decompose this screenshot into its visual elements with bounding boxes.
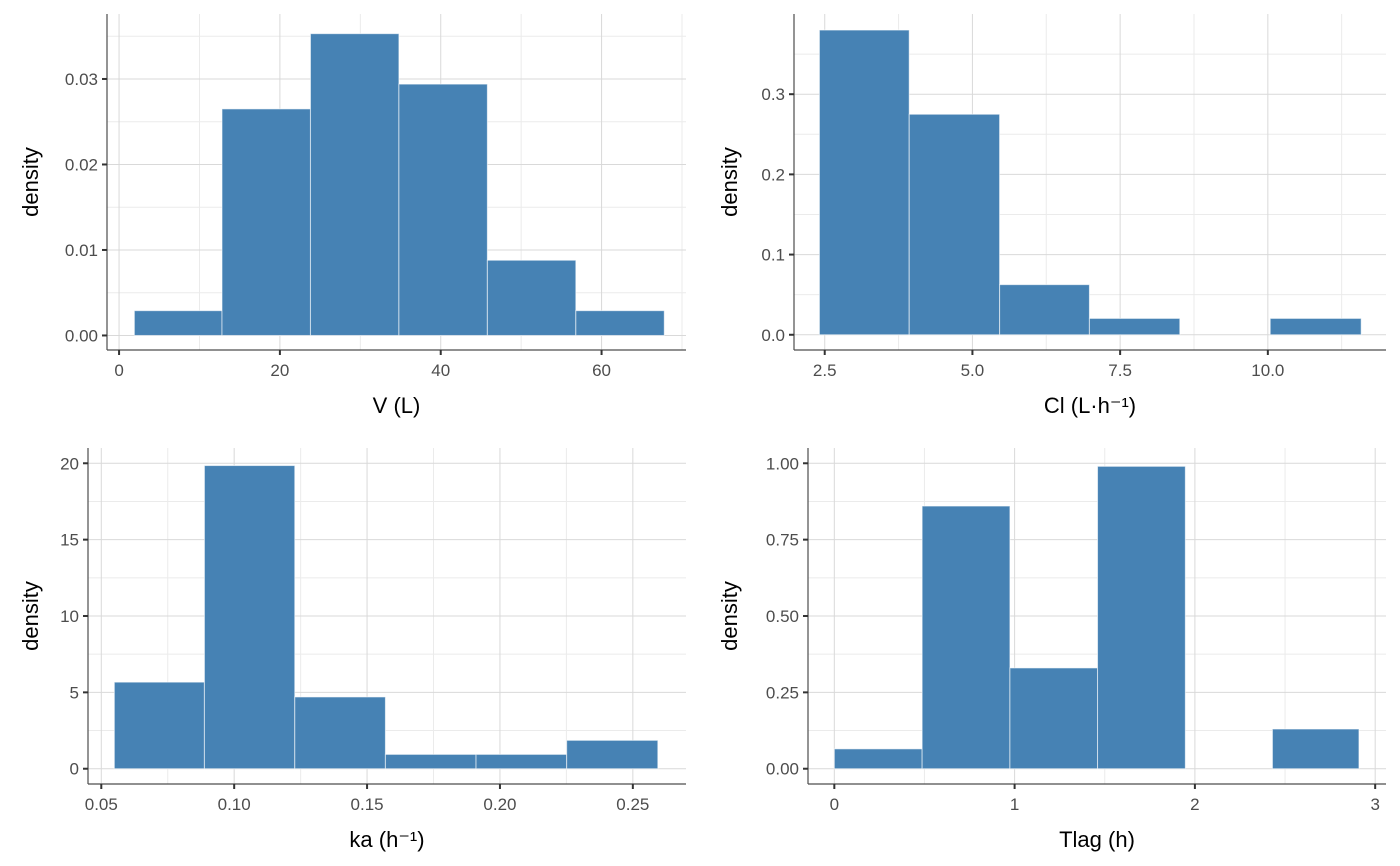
- x-tick-label: 2: [1190, 795, 1199, 814]
- histogram-bar: [309, 33, 400, 336]
- y-tick-label: 10: [60, 607, 79, 626]
- x-tick-label: 20: [270, 361, 289, 380]
- x-tick-label: 0.25: [616, 795, 649, 814]
- y-tick-label: 15: [60, 531, 79, 550]
- y-tick-label: 0.0: [761, 326, 785, 345]
- y-tick-label: 0.2: [761, 165, 785, 184]
- x-tick-label: 0.10: [218, 795, 251, 814]
- plot-area: 0.00 0.25 0.50 0.75 1.00 0 1 2 3: [766, 448, 1386, 814]
- x-tick-label: 0.20: [483, 795, 516, 814]
- x-axis-title: Cl (L·h⁻¹): [1044, 393, 1136, 418]
- plot-area: 0 5 10 15 20 0.05 0.10 0.15 0.20 0.25: [60, 448, 686, 814]
- y-tick-label: 0: [70, 760, 79, 779]
- x-tick-label: 10.0: [1251, 361, 1284, 380]
- x-tick-label: 1: [1010, 795, 1019, 814]
- histogram-bar: [1097, 465, 1186, 770]
- histogram-bar: [908, 113, 1001, 336]
- x-axis-title: Tlag (h): [1059, 827, 1135, 852]
- histogram-bar: [1088, 317, 1181, 336]
- y-axis-title: density: [18, 147, 43, 217]
- panel-volume-histogram: 0.00 0.01 0.02 0.03 0 20 40 60 V (L) density: [18, 14, 686, 418]
- x-tick-label: 2.5: [813, 361, 837, 380]
- x-tick-label: 7.5: [1108, 361, 1132, 380]
- panel-clearance-histogram: 0.0 0.1 0.2 0.3 2.5 5.0 7.5 10.0 Cl (L·h⁻¹) dens…: [717, 14, 1386, 418]
- histogram-bar: [921, 505, 1011, 770]
- x-axis-title: V (L): [373, 393, 421, 418]
- y-tick-label: 0.25: [766, 683, 799, 702]
- histogram-bar: [203, 465, 296, 770]
- y-tick-label: 20: [60, 454, 79, 473]
- histogram-bar: [1271, 728, 1360, 770]
- histogram-bar: [475, 753, 568, 770]
- y-axis-title: density: [717, 147, 742, 217]
- x-tick-label: 0.15: [351, 795, 384, 814]
- histogram-bar: [384, 753, 477, 770]
- x-tick-label: 0: [114, 361, 123, 380]
- histogram-bar: [999, 284, 1090, 336]
- x-tick-label: 60: [592, 361, 611, 380]
- y-tick-label: 0.02: [65, 155, 98, 174]
- panel-ka-histogram: 0 5 10 15 20 0.05 0.10 0.15 0.20 0.25 ka (h⁻¹) den…: [18, 448, 686, 852]
- histogram-bar: [818, 29, 910, 336]
- y-tick-label: 0.00: [65, 326, 98, 345]
- histogram-bar: [833, 748, 923, 770]
- x-tick-label: 3: [1370, 795, 1379, 814]
- y-tick-label: 0.01: [65, 241, 98, 260]
- histogram-bar: [1269, 317, 1362, 336]
- y-tick-label: 0.00: [766, 760, 799, 779]
- histogram-bar: [294, 696, 386, 770]
- x-tick-label: 40: [431, 361, 450, 380]
- histogram-bar: [566, 739, 659, 770]
- histogram-bar: [221, 108, 311, 336]
- y-tick-label: 0.50: [766, 607, 799, 626]
- x-tick-label: 5.0: [961, 361, 985, 380]
- y-tick-label: 0.03: [65, 70, 98, 89]
- plot-area: 0.0 0.1 0.2 0.3 2.5 5.0 7.5 10.0: [761, 14, 1386, 380]
- histogram-bar: [398, 83, 488, 336]
- x-tick-label: 0.05: [85, 795, 118, 814]
- y-tick-label: 5: [70, 683, 79, 702]
- y-axis-title: density: [717, 581, 742, 651]
- histogram-bar: [133, 310, 223, 336]
- histogram-bar: [575, 310, 665, 336]
- panel-tlag-histogram: 0.00 0.25 0.50 0.75 1.00 0 1 2 3 Tlag (h) density: [717, 448, 1386, 852]
- y-tick-label: 1.00: [766, 454, 799, 473]
- x-tick-label: 0: [830, 795, 839, 814]
- x-axis-title: ka (h⁻¹): [349, 827, 424, 852]
- histogram-bar: [1009, 667, 1099, 770]
- y-tick-label: 0.1: [761, 246, 785, 265]
- histogram-bar: [486, 259, 577, 336]
- plot-area: 0.00 0.01 0.02 0.03 0 20 40 60: [65, 14, 686, 380]
- histogram-bar: [113, 681, 205, 770]
- y-axis-title: density: [18, 581, 43, 651]
- y-tick-label: 0.3: [761, 85, 785, 104]
- y-tick-label: 0.75: [766, 531, 799, 550]
